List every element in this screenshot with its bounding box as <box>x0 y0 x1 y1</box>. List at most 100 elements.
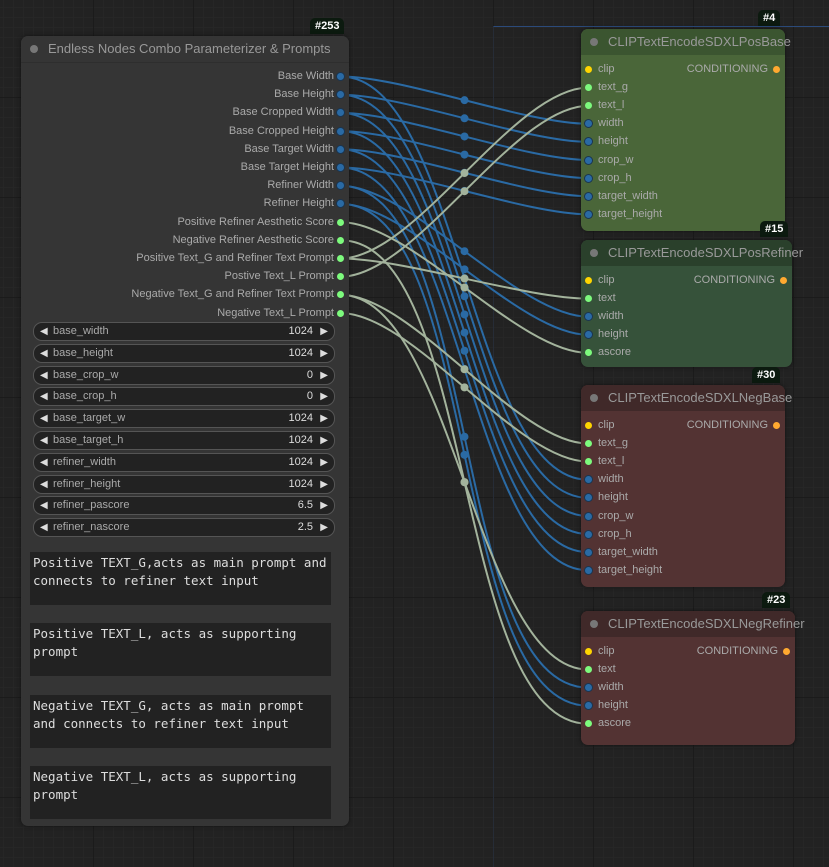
link-midpoint-handle[interactable] <box>460 247 469 256</box>
input-slot-height[interactable]: height <box>585 489 628 505</box>
input-dot-icon[interactable] <box>585 476 592 484</box>
input-dot-icon[interactable] <box>585 277 592 284</box>
link-midpoint-handle[interactable] <box>460 432 469 441</box>
cliptext-encode-sdxlneg-refiner-node[interactable]: CLIPTextEncodeSDXLNegRefiner CONDITIONING… <box>581 611 805 745</box>
output-dot-icon[interactable] <box>783 648 790 655</box>
input-dot-icon[interactable] <box>585 295 592 303</box>
input-dot-icon[interactable] <box>585 66 592 73</box>
output-dot-icon[interactable] <box>337 236 344 244</box>
input-slot-clip[interactable]: clip <box>585 417 615 433</box>
link-midpoint-handle[interactable] <box>460 383 469 392</box>
node-title-bar[interactable]: CLIPTextEncodeSDXLPosBase <box>581 29 791 55</box>
increment-arrow-icon[interactable]: ▶ <box>320 347 328 359</box>
output-slot[interactable]: Refiner Width <box>267 177 344 193</box>
link-midpoint-handle[interactable] <box>460 187 469 196</box>
input-dot-icon[interactable] <box>585 102 592 110</box>
output-dot-icon[interactable] <box>337 291 344 299</box>
input-dot-icon[interactable] <box>585 192 592 200</box>
input-slot-text-g[interactable]: text_g <box>585 79 628 95</box>
input-slot-ascore[interactable]: ascore <box>585 344 631 360</box>
output-dot-icon[interactable] <box>773 422 780 429</box>
decrement-arrow-icon[interactable]: ◀ <box>40 500 48 512</box>
collapse-dot-icon[interactable] <box>590 38 598 46</box>
output-slot[interactable]: Base Target Width <box>244 141 344 157</box>
output-dot-icon[interactable] <box>337 200 344 208</box>
input-dot-icon[interactable] <box>585 566 592 574</box>
input-dot-icon[interactable] <box>585 440 592 448</box>
widget-value[interactable]: 1024 <box>288 412 313 425</box>
input-slot-width[interactable]: width <box>585 308 624 324</box>
input-dot-icon[interactable] <box>585 138 592 146</box>
output-dot-icon[interactable] <box>773 66 780 73</box>
collapse-dot-icon[interactable] <box>590 394 598 402</box>
input-slot-target-height[interactable]: target_height <box>585 206 662 222</box>
number-widget-refiner-width[interactable]: ◀ refiner_width 1024 ▶ <box>33 452 335 472</box>
number-widget-refiner-height[interactable]: ◀ refiner_height 1024 ▶ <box>33 474 335 494</box>
input-slot-text[interactable]: text <box>585 290 616 306</box>
input-dot-icon[interactable] <box>585 331 592 339</box>
input-slot-clip[interactable]: clip <box>585 61 615 77</box>
link-midpoint-handle[interactable] <box>460 365 469 374</box>
number-widget-base-target-h[interactable]: ◀ base_target_h 1024 ▶ <box>33 431 335 450</box>
link-midpoint-handle[interactable] <box>460 328 469 337</box>
decrement-arrow-icon[interactable]: ◀ <box>40 347 48 359</box>
prompt-textarea[interactable]: Negative TEXT_L, acts as supporting prom… <box>30 766 331 819</box>
input-slot-crop-h[interactable]: crop_h <box>585 526 632 542</box>
link-midpoint-handle[interactable] <box>460 265 469 274</box>
output-dot-icon[interactable] <box>337 109 344 117</box>
increment-arrow-icon[interactable]: ▶ <box>320 522 328 534</box>
input-slot-text[interactable]: text <box>585 661 616 677</box>
conditioning-output-slot[interactable]: CONDITIONING <box>687 417 780 433</box>
output-slot[interactable]: Negative Text_G and Refiner Text Prompt <box>131 286 344 302</box>
number-widget-base-crop-w[interactable]: ◀ base_crop_w 0 ▶ <box>33 365 335 385</box>
decrement-arrow-icon[interactable]: ◀ <box>40 456 48 468</box>
output-slot[interactable]: Negative Refiner Aesthetic Score <box>173 232 344 248</box>
increment-arrow-icon[interactable]: ▶ <box>320 478 328 490</box>
input-slot-target-width[interactable]: target_width <box>585 188 658 204</box>
output-slot[interactable]: Positive Refiner Aesthetic Score <box>177 214 344 230</box>
node-title-bar[interactable]: CLIPTextEncodeSDXLNegBase <box>581 385 792 411</box>
link-midpoint-handle[interactable] <box>460 169 469 178</box>
output-slot[interactable]: Refiner Height <box>264 195 344 211</box>
input-dot-icon[interactable] <box>585 702 592 710</box>
conditioning-output-slot[interactable]: CONDITIONING <box>694 272 787 288</box>
output-slot[interactable]: Base Cropped Width <box>233 104 344 120</box>
decrement-arrow-icon[interactable]: ◀ <box>40 326 48 337</box>
cliptext-encode-sdxlneg-base-node[interactable]: CLIPTextEncodeSDXLNegBase CONDITIONING cli… <box>581 385 792 587</box>
link-midpoint-handle[interactable] <box>460 450 469 459</box>
cliptext-encode-sdxlpos-base-node[interactable]: CLIPTextEncodeSDXLPosBase CONDITIONING cli… <box>581 29 791 231</box>
input-dot-icon[interactable] <box>585 120 592 128</box>
output-slot[interactable]: Negative Text_L Prompt <box>217 305 344 321</box>
input-slot-target-height[interactable]: target_height <box>585 562 662 578</box>
widget-value[interactable]: 1024 <box>288 477 313 490</box>
increment-arrow-icon[interactable]: ▶ <box>320 456 328 468</box>
input-dot-icon[interactable] <box>585 530 592 538</box>
output-slot[interactable]: Base Cropped Height <box>229 123 344 139</box>
decrement-arrow-icon[interactable]: ◀ <box>40 413 48 425</box>
input-slot-height[interactable]: height <box>585 133 628 149</box>
input-slot-width[interactable]: width <box>585 471 624 487</box>
output-slot[interactable]: Postive Text_L Prompt <box>225 268 344 284</box>
input-dot-icon[interactable] <box>585 210 592 218</box>
node-title-bar[interactable]: CLIPTextEncodeSDXLNegRefiner <box>581 611 805 637</box>
widget-value[interactable]: 6.5 <box>297 499 313 512</box>
output-dot-icon[interactable] <box>337 91 344 99</box>
link-midpoint-handle[interactable] <box>460 274 469 283</box>
increment-arrow-icon[interactable]: ▶ <box>320 369 328 381</box>
link-midpoint-handle[interactable] <box>460 364 469 373</box>
link-midpoint-handle[interactable] <box>460 274 469 283</box>
input-slot-target-width[interactable]: target_width <box>585 544 658 560</box>
input-slot-crop-h[interactable]: crop_h <box>585 170 632 186</box>
prompt-textarea[interactable]: Negative TEXT_G, acts as main prompt and… <box>30 695 331 748</box>
number-widget-base-target-w[interactable]: ◀ base_target_w 1024 ▶ <box>33 409 335 429</box>
input-slot-height[interactable]: height <box>585 697 628 713</box>
input-dot-icon[interactable] <box>585 512 592 520</box>
output-dot-icon[interactable] <box>337 73 344 80</box>
widget-value[interactable]: 1024 <box>288 325 313 337</box>
link-midpoint-handle[interactable] <box>460 283 469 292</box>
input-slot-clip[interactable]: clip <box>585 272 615 288</box>
number-widget-refiner-nascore[interactable]: ◀ refiner_nascore 2.5 ▶ <box>33 518 335 538</box>
input-dot-icon[interactable] <box>585 720 592 728</box>
output-dot-icon[interactable] <box>337 127 344 135</box>
input-dot-icon[interactable] <box>585 174 592 182</box>
